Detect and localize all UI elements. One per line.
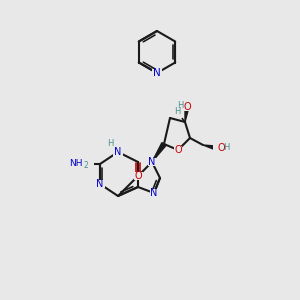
Text: 2: 2 [83,161,88,170]
FancyBboxPatch shape [148,158,157,166]
FancyBboxPatch shape [183,103,191,111]
Text: N: N [150,188,158,198]
Text: H: H [223,143,230,152]
FancyBboxPatch shape [106,140,114,148]
Text: N: N [153,68,161,78]
Text: O: O [134,171,142,181]
FancyBboxPatch shape [149,189,158,197]
FancyBboxPatch shape [134,172,142,180]
Text: N: N [114,147,122,157]
FancyBboxPatch shape [213,144,221,152]
Text: N: N [148,157,156,167]
Text: O: O [174,145,182,155]
FancyBboxPatch shape [173,109,181,116]
Text: H: H [174,107,180,116]
Polygon shape [203,145,216,150]
Text: H: H [177,100,183,109]
FancyBboxPatch shape [152,68,162,77]
Text: H: H [107,140,113,148]
FancyBboxPatch shape [74,160,94,169]
Text: NH: NH [70,160,83,169]
Text: O: O [217,143,225,153]
FancyBboxPatch shape [113,148,123,157]
Text: N: N [96,179,104,189]
Polygon shape [185,107,189,122]
Polygon shape [152,142,166,162]
Text: O: O [183,102,191,112]
FancyBboxPatch shape [95,180,104,188]
FancyBboxPatch shape [174,146,182,154]
